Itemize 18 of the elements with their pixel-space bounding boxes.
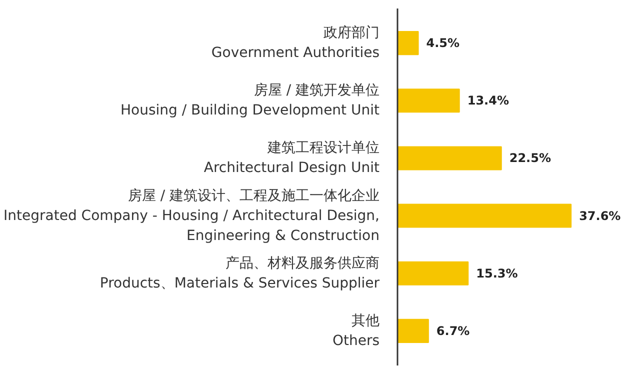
- data-label: 6.7%: [436, 324, 470, 338]
- data-label: 37.6%: [579, 208, 621, 223]
- y-tick-label: 房屋 / 建筑开发单位 Housing / Building Development Unit: [120, 82, 380, 119]
- bar: [398, 261, 469, 286]
- bar: [398, 146, 502, 170]
- y-tick-label: 其他 Others: [332, 312, 380, 349]
- data-label: 4.5%: [426, 36, 460, 50]
- data-label: 15.3%: [476, 266, 518, 280]
- data-label: 22.5%: [509, 151, 552, 166]
- bar: [398, 31, 419, 56]
- y-tick-label: 政府部门 Government Authorities: [211, 25, 380, 62]
- y-tick-label: 房屋 / 建筑设计、工程及施工一体化企业 Integrated Company - Housing / Architectural Design, Engineering & Construction: [4, 188, 380, 244]
- bar: [398, 318, 429, 343]
- y-tick-label: 建筑工程设计单位 Architectural Design Unit: [204, 140, 380, 176]
- bar: [398, 204, 572, 228]
- bar: [398, 88, 460, 113]
- y-tick-label: 产品、材料及服务供应商 Products、Materials & Services Supplier: [100, 255, 380, 292]
- data-label: 13.4%: [467, 94, 509, 108]
